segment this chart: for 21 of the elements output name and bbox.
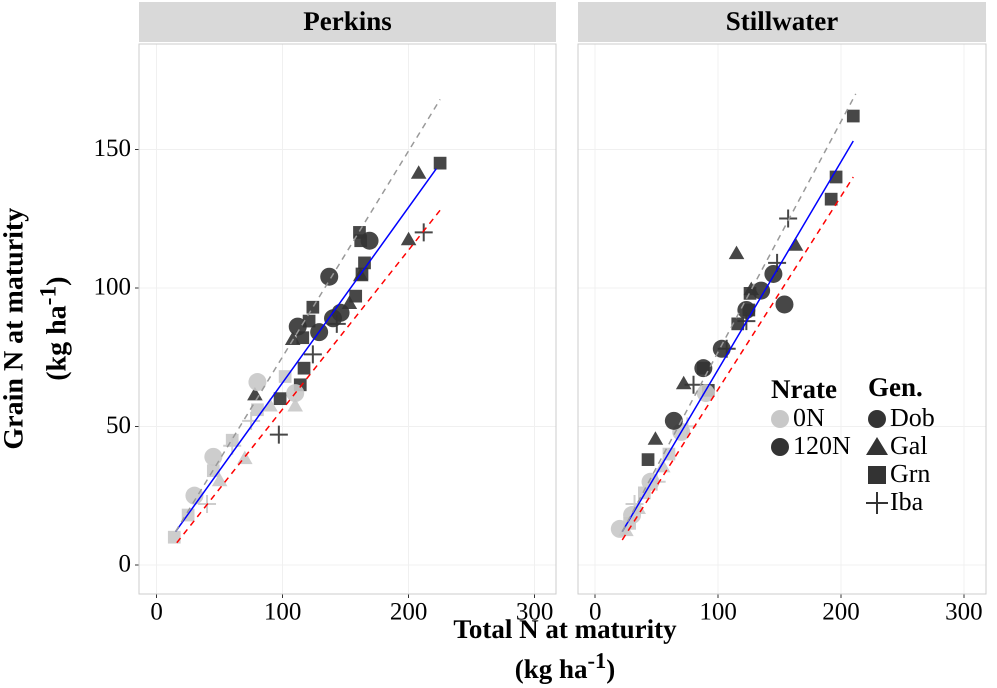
legend-label: Gal <box>890 430 928 460</box>
legend-label: Iba <box>890 486 924 516</box>
x-tick-label: 0 <box>150 598 163 626</box>
x-tick-label: 0 <box>588 598 602 626</box>
annotation: 120N <box>793 431 851 460</box>
legend-label: Grn <box>890 458 930 488</box>
y-tick-label: 0 <box>118 550 131 578</box>
x-tick-label: 100 <box>699 598 737 626</box>
legend-label: Dob <box>890 402 935 432</box>
x-tick-label: 200 <box>390 598 428 626</box>
chart-title: Perkins <box>303 6 392 36</box>
chart-title: Stillwater <box>726 6 838 36</box>
legend-title: Gen. <box>868 372 923 402</box>
x-tick-label: 300 <box>945 598 983 626</box>
y-tick-label: 150 <box>94 134 131 162</box>
annotation: Nrate <box>771 374 838 404</box>
x-tick-label: 200 <box>822 598 860 626</box>
y-tick-label: 100 <box>94 273 131 300</box>
annotation: 0N <box>793 403 825 432</box>
y-tick-label: 50 <box>106 412 131 439</box>
x-tick-label: 100 <box>264 598 302 626</box>
